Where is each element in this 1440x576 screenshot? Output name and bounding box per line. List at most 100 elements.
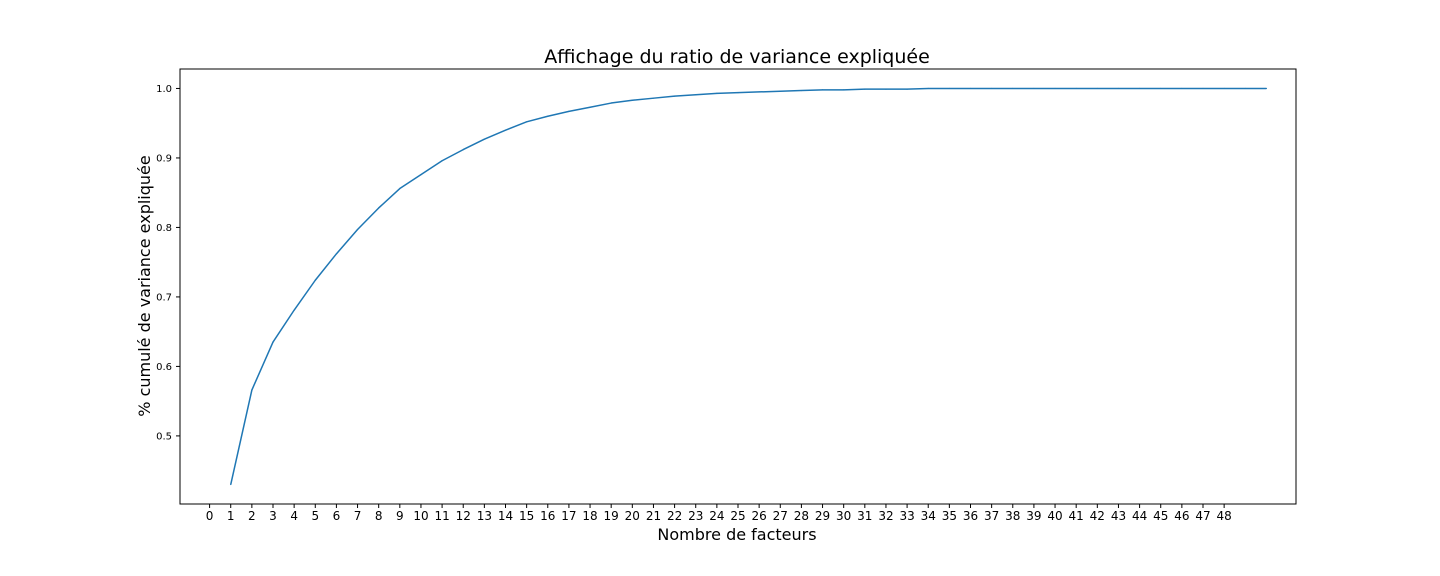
y-axis: 0.5 0.6 0.7 0.8 0.9 1.0 bbox=[156, 84, 180, 442]
x-tick-label: 1 bbox=[227, 509, 235, 523]
data-point bbox=[547, 115, 549, 117]
plot-area bbox=[229, 87, 1268, 486]
data-point bbox=[673, 95, 676, 97]
data-point bbox=[969, 87, 972, 90]
x-tick-label: 27 bbox=[773, 509, 788, 523]
x-tick-label: 21 bbox=[646, 509, 661, 523]
x-tick-label: 6 bbox=[333, 509, 341, 523]
data-point bbox=[1202, 87, 1204, 90]
x-tick-label: 15 bbox=[519, 509, 534, 523]
data-point bbox=[927, 87, 929, 90]
x-tick-label: 10 bbox=[413, 509, 428, 523]
data-point bbox=[1181, 87, 1183, 90]
x-tick-label: 16 bbox=[540, 509, 555, 523]
data-point bbox=[356, 228, 359, 231]
x-tick-label: 18 bbox=[582, 509, 597, 523]
x-tick-label: 47 bbox=[1195, 509, 1210, 523]
data-point bbox=[462, 149, 464, 151]
x-tick-label: 2 bbox=[248, 509, 256, 523]
data-point bbox=[589, 106, 591, 108]
data-point bbox=[1138, 87, 1141, 90]
x-tick-label: 22 bbox=[667, 509, 682, 523]
series-line bbox=[229, 87, 1267, 485]
x-tick-label: 46 bbox=[1174, 509, 1189, 523]
data-point bbox=[864, 88, 866, 90]
x-tick-label: 31 bbox=[857, 509, 872, 523]
data-point bbox=[1075, 87, 1077, 90]
data-point bbox=[483, 138, 485, 140]
x-tick-label: 42 bbox=[1090, 509, 1105, 523]
x-tick-label: 14 bbox=[498, 509, 513, 523]
data-point bbox=[1244, 87, 1246, 90]
data-point bbox=[1054, 87, 1056, 90]
x-tick-label: 11 bbox=[434, 509, 449, 523]
data-point bbox=[821, 89, 824, 91]
y-tick-label: 1.0 bbox=[156, 84, 172, 95]
x-tick-label: 4 bbox=[290, 509, 298, 523]
data-point bbox=[568, 110, 570, 112]
data-point bbox=[378, 207, 380, 209]
data-point bbox=[652, 97, 655, 99]
x-tick-label: 44 bbox=[1132, 509, 1147, 523]
data-point bbox=[272, 341, 274, 343]
y-axis-label: % cumulé de variance expliquée bbox=[135, 155, 154, 416]
x-tick-label: 3 bbox=[269, 509, 277, 523]
data-point bbox=[1160, 87, 1162, 90]
x-tick-label: 45 bbox=[1153, 509, 1168, 523]
plot-frame bbox=[179, 68, 1297, 505]
x-tick-label: 23 bbox=[688, 509, 703, 523]
data-point bbox=[758, 91, 760, 93]
x-tick-label: 13 bbox=[477, 509, 492, 523]
x-tick-label: 28 bbox=[794, 509, 809, 523]
data-point bbox=[314, 279, 316, 281]
data-point bbox=[800, 89, 803, 92]
data-point bbox=[399, 187, 401, 190]
data-point bbox=[885, 88, 887, 90]
x-tick-label: 43 bbox=[1111, 509, 1126, 523]
x-tick-label: 26 bbox=[751, 509, 766, 523]
data-point bbox=[441, 160, 443, 162]
data-point bbox=[906, 88, 908, 90]
data-point bbox=[1012, 87, 1014, 90]
x-tick-label: 0 bbox=[206, 509, 214, 523]
x-tick-label: 36 bbox=[963, 509, 978, 523]
data-point bbox=[420, 174, 422, 176]
data-point bbox=[737, 92, 739, 94]
data-point bbox=[695, 94, 697, 96]
data-point bbox=[335, 253, 338, 255]
data-point bbox=[293, 309, 295, 311]
x-tick-label: 38 bbox=[1005, 509, 1020, 523]
data-point bbox=[610, 102, 612, 104]
x-tick-label: 35 bbox=[942, 509, 957, 523]
data-point bbox=[504, 129, 507, 131]
x-tick-label: 48 bbox=[1216, 509, 1231, 523]
x-tick-label: 19 bbox=[604, 509, 619, 523]
x-tick-label: 32 bbox=[878, 509, 893, 523]
x-tick-label: 41 bbox=[1069, 509, 1084, 523]
x-tick-label: 7 bbox=[354, 509, 362, 523]
x-tick-label: 34 bbox=[921, 509, 936, 523]
x-axis: 0 1 2 3 4 5 6 7 8 9 10 11 12 13 14 15 16 17 18 19 20 21 22 23 24… bbox=[206, 504, 1232, 523]
x-axis-label: Nombre de facteurs bbox=[657, 525, 816, 544]
x-tick-label: 24 bbox=[709, 509, 724, 523]
data-point bbox=[251, 389, 253, 391]
data-point bbox=[1117, 87, 1120, 90]
data-point bbox=[1265, 87, 1268, 90]
data-point bbox=[1033, 87, 1035, 90]
x-tick-label: 25 bbox=[730, 509, 745, 523]
x-tick-label: 33 bbox=[899, 509, 914, 523]
y-tick-label: 0.6 bbox=[156, 362, 172, 373]
x-tick-label: 39 bbox=[1026, 509, 1041, 523]
data-point bbox=[631, 99, 633, 101]
data-point bbox=[779, 90, 781, 92]
x-tick-label: 17 bbox=[561, 509, 576, 523]
data-point bbox=[948, 87, 950, 90]
data-point bbox=[843, 89, 845, 91]
x-tick-label: 37 bbox=[984, 509, 999, 523]
x-tick-label: 8 bbox=[375, 509, 383, 523]
chart-title: Affichage du ratio de variance expliquée bbox=[544, 46, 930, 68]
data-point bbox=[1223, 87, 1225, 90]
x-tick-label: 40 bbox=[1047, 509, 1062, 523]
x-tick-label: 9 bbox=[396, 509, 404, 523]
